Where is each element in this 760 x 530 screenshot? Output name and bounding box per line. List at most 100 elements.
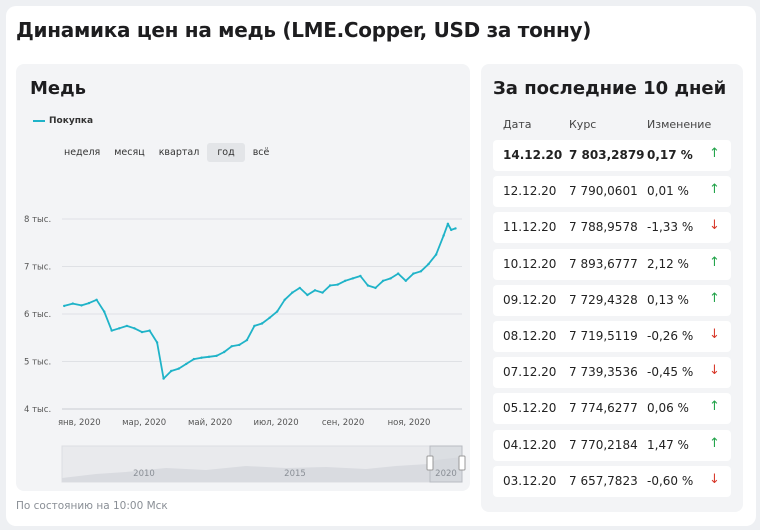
row-date: 04.12.20	[503, 437, 557, 452]
row-rate: 7 739,3536	[569, 365, 638, 380]
table-panel: За последние 10 дней Дата Курс Изменение…	[481, 64, 743, 512]
row-change: -1,33 %	[647, 220, 694, 235]
data-point	[148, 329, 151, 332]
period-year[interactable]: год	[207, 143, 245, 162]
period-all[interactable]: всё	[252, 147, 270, 158]
footnote: По состоянию на 10:00 Мск	[16, 500, 168, 512]
y-tick-label: 8 тыс.	[24, 215, 51, 225]
arrow-up-icon: ↑	[709, 290, 720, 306]
table-row: 07.12.20 7 739,3536 -0,45 % ↓	[493, 357, 731, 389]
row-change: 0,13 %	[647, 292, 689, 307]
data-point	[192, 357, 196, 361]
period-quarter[interactable]: квартал	[158, 147, 200, 158]
data-point	[162, 377, 165, 380]
data-point	[133, 327, 136, 330]
row-change: -0,26 %	[647, 328, 694, 343]
period-week[interactable]: неделя	[64, 147, 101, 158]
navigator-selection	[429, 445, 463, 483]
data-point	[344, 279, 347, 282]
y-tick-label: 5 тыс.	[24, 358, 51, 368]
data-point	[427, 262, 430, 266]
arrow-down-icon: ↓	[709, 471, 720, 487]
data-point	[291, 291, 294, 294]
row-change: 0,17 %	[647, 148, 693, 162]
x-tick-label: мар, 2020	[122, 418, 166, 428]
navigator-area	[62, 457, 462, 482]
table-row: 14.12.20 7 803,2879 0,17 % ↑	[493, 140, 731, 171]
chart-title: Медь	[30, 78, 87, 99]
row-date: 08.12.20	[503, 328, 557, 343]
row-change: -0,60 %	[647, 473, 694, 488]
chart-legend[interactable]: Покупка	[33, 116, 93, 126]
data-point	[170, 369, 173, 373]
data-point	[313, 289, 317, 292]
y-tick-label: 7 тыс.	[24, 263, 51, 273]
navigator-label: 2015	[284, 469, 306, 479]
row-date: 03.12.20	[503, 473, 557, 488]
data-point	[359, 274, 362, 278]
data-point	[177, 367, 180, 370]
data-point	[336, 283, 339, 286]
data-point	[442, 234, 445, 237]
data-point	[389, 277, 392, 280]
data-point	[185, 362, 188, 366]
row-date: 05.12.20	[503, 401, 557, 416]
x-tick-label: янв, 2020	[58, 418, 101, 428]
data-point	[275, 310, 279, 313]
navigator-label: 2010	[133, 469, 155, 479]
row-date: 09.12.20	[503, 292, 557, 307]
arrow-down-icon: ↓	[709, 363, 720, 379]
data-point	[351, 277, 354, 280]
row-change: 2,12 %	[647, 256, 689, 271]
legend-label: Покупка	[49, 116, 94, 126]
data-point	[200, 356, 203, 359]
data-point	[63, 304, 66, 308]
page-title: Динамика цен на медь (LME.Copper, USD за…	[16, 18, 592, 42]
table-row: 09.12.20 7 729,4328 0,13 % ↑	[493, 284, 731, 316]
data-point	[215, 354, 218, 357]
arrow-down-icon: ↓	[709, 218, 720, 234]
data-point	[71, 302, 74, 305]
x-tick-label: ноя, 2020	[388, 418, 431, 428]
data-point	[223, 350, 226, 354]
header-change: Изменение	[647, 118, 712, 131]
table-row: 10.12.20 7 893,6777 2,12 % ↑	[493, 248, 731, 280]
data-point	[374, 286, 377, 290]
data-point	[381, 279, 385, 282]
data-point	[321, 291, 324, 294]
arrow-up-icon: ↑	[709, 254, 720, 270]
data-point	[95, 298, 98, 301]
price-chart: 4 тыс. 5 тыс. 6 тыс. 7 тыс. 8 тыс. янв, 2020 м…	[24, 215, 466, 483]
row-date: 14.12.20	[503, 148, 563, 162]
data-point	[419, 270, 423, 273]
data-point	[207, 355, 211, 358]
row-rate: 7 729,4328	[569, 292, 638, 307]
row-rate: 7 788,9578	[569, 220, 638, 235]
navigator-handle-right	[458, 455, 466, 471]
data-point	[103, 310, 106, 313]
row-date: 10.12.20	[503, 256, 557, 271]
data-point	[366, 284, 370, 287]
data-point	[125, 324, 129, 328]
row-rate: 7 803,2879	[569, 148, 645, 162]
data-point	[450, 228, 453, 232]
data-point	[306, 293, 309, 297]
x-tick-label: май, 2020	[188, 418, 232, 428]
data-point	[268, 316, 271, 319]
data-point	[118, 327, 121, 330]
data-point	[397, 272, 400, 275]
arrow-down-icon: ↓	[709, 326, 720, 342]
arrow-up-icon: ↑	[709, 182, 720, 198]
y-tick-label: 6 тыс.	[24, 310, 51, 320]
arrow-up-icon: ↑	[709, 399, 720, 415]
data-point	[245, 338, 249, 342]
data-point	[140, 330, 144, 334]
data-point	[328, 284, 332, 287]
header-rate: Курс	[569, 118, 597, 131]
header-date: Дата	[503, 118, 532, 131]
row-rate: 7 774,6277	[569, 401, 638, 416]
data-point	[238, 343, 241, 347]
data-point	[87, 301, 91, 305]
period-month[interactable]: месяц	[114, 147, 145, 158]
data-point	[230, 345, 233, 348]
